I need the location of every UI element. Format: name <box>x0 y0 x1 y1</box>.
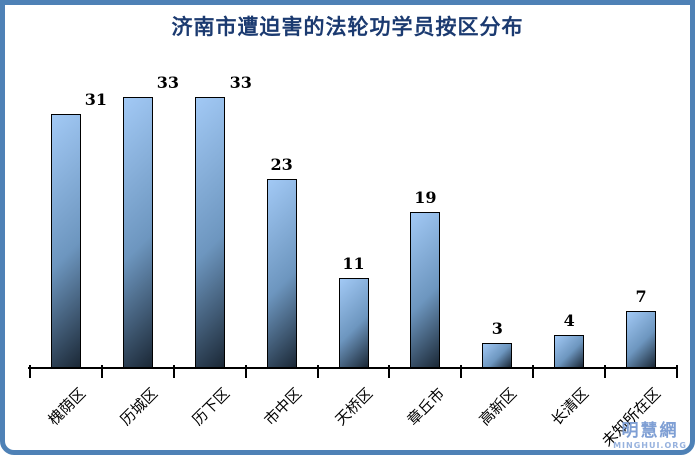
bar-value-label: 33 <box>156 73 179 92</box>
category-label: 长清区 <box>547 384 593 429</box>
category-label: 高新区 <box>475 384 521 429</box>
bar <box>338 278 369 368</box>
bar <box>554 335 585 368</box>
x-axis-tick <box>172 365 175 378</box>
x-axis-tick <box>244 365 247 378</box>
bar <box>482 343 513 368</box>
x-axis-tick <box>460 365 463 378</box>
bar-value-label: 19 <box>414 188 437 207</box>
x-axis-tick <box>676 365 678 378</box>
x-axis-tick <box>532 365 535 378</box>
bar-value-label: 3 <box>491 319 503 338</box>
minghui-watermark: 明慧網 MINGHUI.ORG <box>613 423 687 450</box>
category-label: 历下区 <box>188 384 233 429</box>
category-label: 天桥区 <box>332 384 377 429</box>
x-axis-tick <box>29 365 31 378</box>
category-label: 槐荫区 <box>44 384 90 429</box>
category-label: 章丘市 <box>403 384 449 429</box>
chart-title: 济南市遭迫害的法轮功学员按区分布 <box>171 15 524 39</box>
bar-value-label: 7 <box>635 287 647 306</box>
x-axis-line <box>28 367 678 369</box>
x-axis-tick <box>388 365 391 378</box>
bar-value-label: 31 <box>84 90 108 109</box>
bar <box>50 114 81 368</box>
bar <box>122 97 153 368</box>
x-axis-tick <box>316 365 319 378</box>
bar-value-label: 23 <box>270 155 293 174</box>
bar-value-label: 4 <box>563 311 575 330</box>
category-label: 市中区 <box>260 384 305 429</box>
minghui-url-text: MINGHUI.ORG <box>613 441 687 450</box>
bar <box>410 212 441 368</box>
x-axis-tick <box>604 365 607 378</box>
bar-value-label: 33 <box>229 73 252 92</box>
bar <box>266 179 297 368</box>
bar <box>194 97 225 368</box>
x-axis-tick <box>100 365 103 378</box>
bar <box>626 311 657 368</box>
bar-value-label: 11 <box>342 254 365 273</box>
minghui-logo-text: 明慧網 <box>621 421 679 441</box>
category-label: 历城区 <box>116 384 161 429</box>
